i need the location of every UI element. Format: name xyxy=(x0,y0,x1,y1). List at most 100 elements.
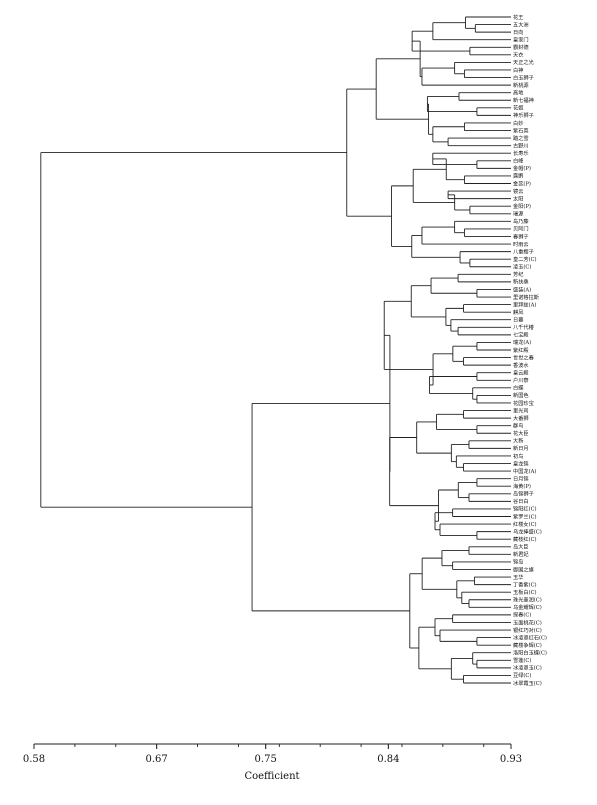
leaf-label: 八千代椿 xyxy=(513,323,535,331)
x-axis: 0.58 0.67 0.75 0.84 0.93 xyxy=(23,743,522,765)
leaf-label: 瑞龙(A) xyxy=(513,338,531,346)
leaf-label: 海黄(P) xyxy=(513,482,531,490)
leaf-label: 紫罗兰(C) xyxy=(513,512,537,520)
leaf-label: 世世之春 xyxy=(513,353,534,361)
leaf-label: 乌龙捧盛(C) xyxy=(513,527,542,535)
leaf-label: 白神 xyxy=(513,66,523,74)
x-tick-label: 0.75 xyxy=(255,754,277,765)
leaf-label: 露鹏 xyxy=(513,172,523,180)
leaf-labels: 花王五大洲日向皇家门霸封德天衣天正之光白神白玉狮子新桃源高地新七福神花姬神乐狮子… xyxy=(513,13,547,687)
x-tick-label: 0.93 xyxy=(500,754,522,765)
leaf-label: 古野川 xyxy=(513,141,529,149)
leaf-label: 新桃源 xyxy=(513,81,529,89)
leaf-label: 白妙 xyxy=(513,119,523,127)
leaf-label: 锦阳红(C) xyxy=(513,505,537,513)
leaf-label: 冰凌罩红石(C) xyxy=(513,633,547,641)
x-tick-label: 0.84 xyxy=(377,754,399,765)
leaf-label: 里光司 xyxy=(513,406,529,414)
leaf-label: 藏枝红(C) xyxy=(513,535,537,543)
leaf-label: 红楼女(C) xyxy=(513,520,537,528)
leaf-label: 八重樱子 xyxy=(513,247,534,255)
leaf-label: 中国龙(A) xyxy=(513,467,536,475)
leaf-label: 玉面桃花(C) xyxy=(513,618,542,626)
leaf-label: 乌金耀辉(C) xyxy=(513,603,542,611)
leaf-label: 皇龙锦 xyxy=(513,459,529,467)
leaf-label: 花大臣 xyxy=(513,429,529,437)
leaf-label: 高地 xyxy=(513,88,523,96)
leaf-label: 镜云 xyxy=(513,187,523,195)
leaf-label: 群鸟 xyxy=(513,421,523,429)
leaf-label: 大新 xyxy=(513,437,523,445)
leaf-label: 白蝶 xyxy=(513,384,524,392)
leaf-label: 香波水 xyxy=(513,361,529,369)
leaf-label: 新七福神 xyxy=(513,96,534,104)
leaf-label: 时雨云 xyxy=(513,240,529,248)
x-axis-title: Coefficient xyxy=(244,771,299,782)
leaf-label: 雪莲(C) xyxy=(513,656,531,664)
leaf-label: 凌玉(C) xyxy=(513,263,531,271)
leaf-label: 五大洲 xyxy=(513,20,529,28)
leaf-label: 丁香紫(C) xyxy=(513,580,537,588)
leaf-label: 贝阿门 xyxy=(513,225,529,233)
leaf-label: 紫红殿 xyxy=(513,346,529,354)
leaf-label: 春狮子 xyxy=(513,232,529,240)
leaf-label: 御国之旗 xyxy=(513,565,534,573)
leaf-label: 初鸟 xyxy=(513,452,523,460)
leaf-label: 玉华 xyxy=(513,573,523,581)
leaf-label: 长寿乐 xyxy=(513,149,529,157)
leaf-label: 豆绿(C) xyxy=(513,671,531,679)
leaf-label: 金阳(P) xyxy=(513,202,531,210)
leaf-label: 里诺格拉斯 xyxy=(513,293,539,301)
leaf-label: 皇云殿 xyxy=(513,369,529,377)
leaf-label: 新扶桑 xyxy=(513,278,529,286)
leaf-label: 太阳 xyxy=(513,194,523,202)
leaf-label: 新国色 xyxy=(513,391,529,399)
leaf-label: 冰凌罩玉(C) xyxy=(513,664,542,672)
leaf-label: 金蕊(P) xyxy=(513,179,531,187)
leaf-label: 锦岛 xyxy=(513,558,523,566)
leaf-label: 麒凤 xyxy=(513,308,524,316)
leaf-label: 银红巧对(C) xyxy=(513,626,542,634)
leaf-label: 日月锦 xyxy=(513,474,529,482)
leaf-label: 洛阳白玉蝶(C) xyxy=(513,649,547,657)
leaf-label: 藏楼争辉(C) xyxy=(513,641,542,649)
leaf-label: 踏之雪 xyxy=(513,134,529,142)
leaf-label: 大番狮 xyxy=(513,414,529,422)
leaf-label: 谷日白 xyxy=(513,497,529,505)
leaf-label: 岛乃藤 xyxy=(513,217,529,225)
dendrogram-links xyxy=(40,16,511,684)
x-tick-label: 0.58 xyxy=(23,754,45,765)
leaf-label: 新君妃 xyxy=(513,550,529,558)
leaf-label: 白峰 xyxy=(513,157,523,165)
leaf-label: 岛大臣 xyxy=(513,543,529,551)
leaf-label: 芳纪 xyxy=(513,270,523,278)
leaf-label: 里拜兹(A) xyxy=(513,300,536,308)
leaf-label: 盛装(A) xyxy=(513,285,531,293)
leaf-label: 神乐狮子 xyxy=(513,111,534,119)
leaf-label: 冰翠霞玉(C) xyxy=(513,679,542,687)
leaf-label: 瑞源 xyxy=(513,210,524,218)
x-tick-label: 0.67 xyxy=(146,754,168,765)
leaf-label: 珠光墨润(C) xyxy=(513,596,542,604)
leaf-label: 紫石英 xyxy=(513,126,529,134)
leaf-label: 户川寮 xyxy=(513,376,529,384)
leaf-label: 新日月 xyxy=(513,444,529,452)
leaf-label: 七宝殿 xyxy=(513,331,529,339)
leaf-label: 日暮 xyxy=(513,316,524,324)
leaf-label: 皇二芳(C) xyxy=(513,255,537,263)
leaf-label: 霸封德 xyxy=(513,43,529,51)
leaf-label: 探春(C) xyxy=(513,611,531,619)
leaf-label: 花园珍宝 xyxy=(513,399,534,407)
leaf-label: 天衣 xyxy=(513,51,523,59)
leaf-label: 白玉狮子 xyxy=(513,73,534,81)
leaf-label: 日向 xyxy=(513,28,523,36)
leaf-label: 花姬 xyxy=(513,104,523,112)
leaf-label: 岛锦狮子 xyxy=(513,490,534,498)
leaf-label: 皇家门 xyxy=(513,36,529,44)
leaf-label: 天正之光 xyxy=(513,58,534,66)
leaf-label: 玉板白(C) xyxy=(513,588,537,596)
leaf-label: 金帽(P) xyxy=(513,164,531,172)
leaf-label: 花王 xyxy=(513,13,523,21)
